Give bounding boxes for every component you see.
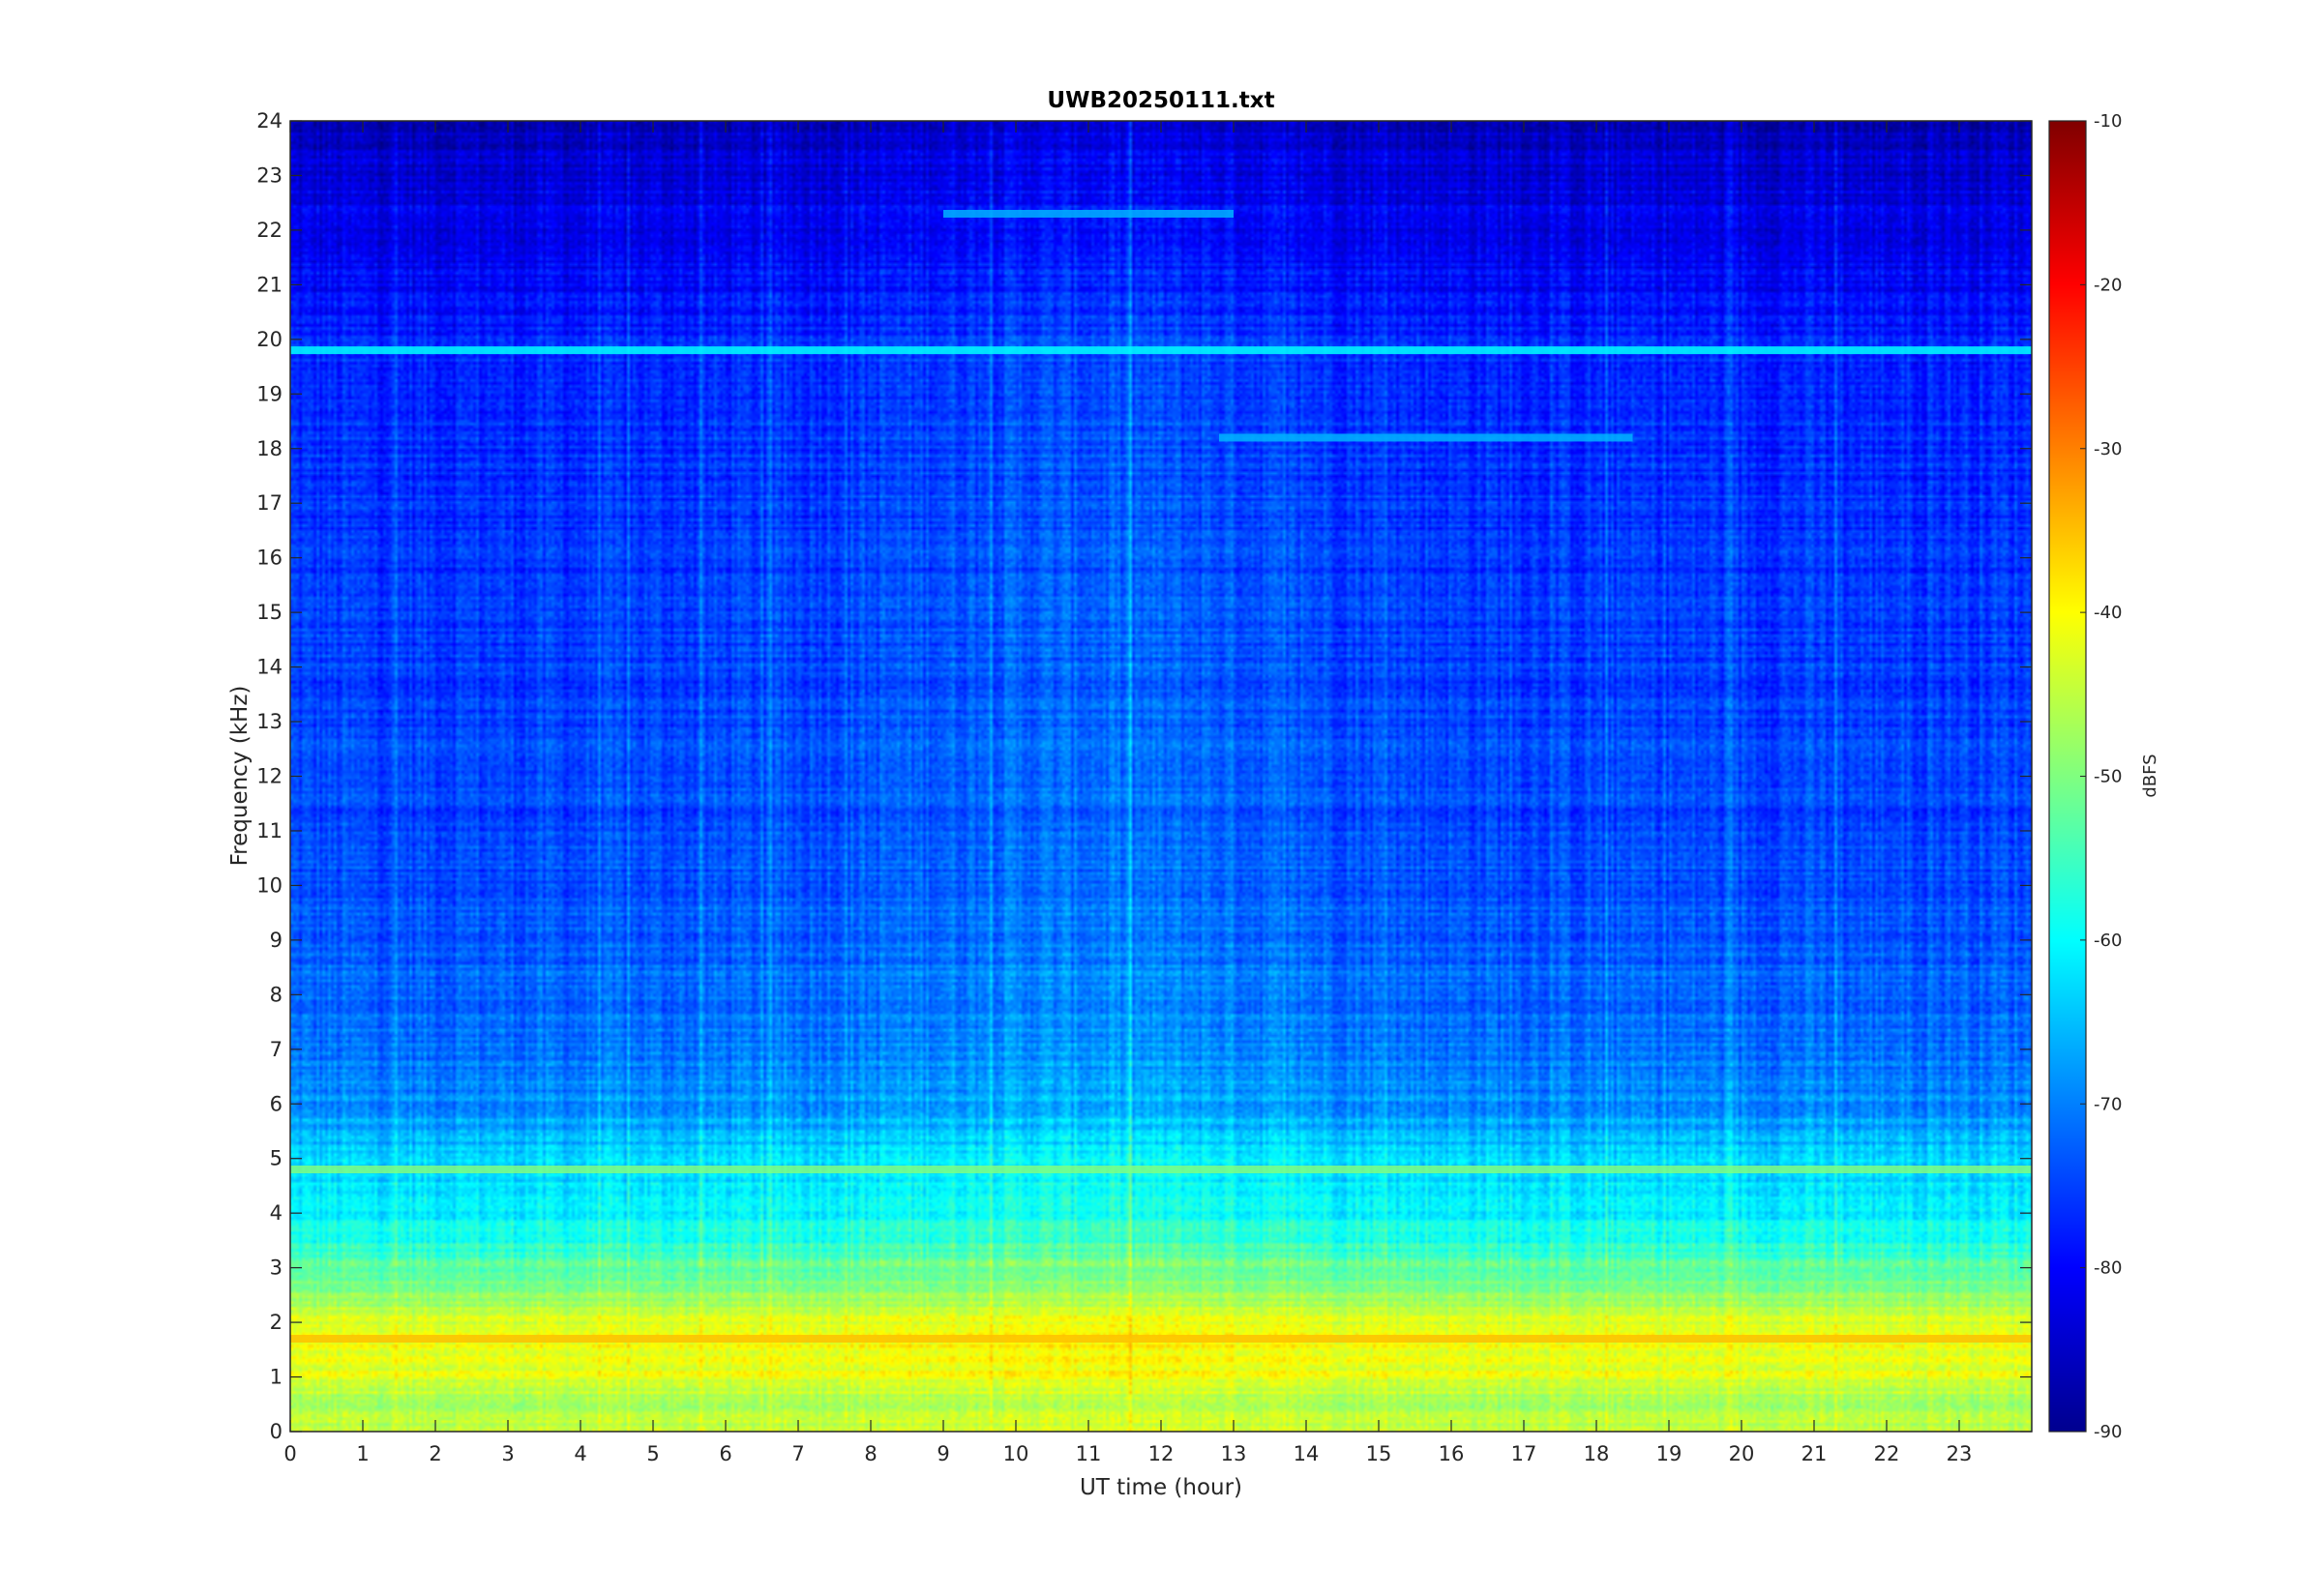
colorbar-tick-label: -40 xyxy=(2094,603,2122,623)
colorbar-tick-label: -10 xyxy=(2094,111,2122,132)
colorbar xyxy=(2048,120,2087,1433)
y-tick-label: 18 xyxy=(256,437,283,460)
y-tick-label: 7 xyxy=(270,1038,283,1061)
y-tick-label: 5 xyxy=(270,1147,283,1170)
y-tick-label: 10 xyxy=(256,873,283,897)
colorbar-tick-label: -30 xyxy=(2094,439,2122,459)
spectrogram-lines xyxy=(290,209,2032,1344)
x-tick-label: 8 xyxy=(864,1442,877,1465)
x-tick-label: 14 xyxy=(1294,1442,1320,1465)
narrowband-line xyxy=(290,346,2032,355)
x-tick-label: 22 xyxy=(1874,1442,1900,1465)
narrowband-line xyxy=(943,209,1234,218)
x-tick-label: 17 xyxy=(1511,1442,1537,1465)
y-tick-label: 9 xyxy=(270,929,283,952)
y-tick-label: 2 xyxy=(270,1311,283,1334)
x-tick-label: 19 xyxy=(1656,1442,1682,1465)
x-axis-label: UT time (hour) xyxy=(1080,1475,1242,1500)
x-tick-label: 0 xyxy=(283,1442,296,1465)
x-tick-label: 12 xyxy=(1148,1442,1175,1465)
x-tick-label: 15 xyxy=(1366,1442,1392,1465)
y-tick-label: 11 xyxy=(256,819,283,842)
chart-title: UWB20250111.txt xyxy=(1047,88,1274,113)
y-tick-label: 6 xyxy=(270,1092,283,1115)
y-tick-label: 24 xyxy=(256,109,283,133)
x-tick-label: 10 xyxy=(1003,1442,1029,1465)
colorbar-tick-label: -60 xyxy=(2094,931,2122,951)
x-tick-label: 18 xyxy=(1584,1442,1610,1465)
y-tick-label: 3 xyxy=(270,1256,283,1280)
y-tick-label: 15 xyxy=(256,601,283,624)
colorbar-tick-label: -90 xyxy=(2094,1422,2122,1442)
colorbar-tick-label: -50 xyxy=(2094,767,2122,787)
narrowband-line xyxy=(290,1166,2032,1173)
y-tick-label: 23 xyxy=(256,163,283,187)
y-tick-label: 17 xyxy=(256,491,283,515)
y-tick-label: 22 xyxy=(256,219,283,242)
x-tick-label: 1 xyxy=(356,1442,369,1465)
narrowband-line xyxy=(290,1335,2032,1344)
y-tick-label: 13 xyxy=(256,710,283,733)
spectrogram-heatmap xyxy=(290,121,2032,1432)
colorbar-ticks: -10 -20 -30 -40 -50 -60 -70 -80 -90 xyxy=(2080,111,2122,1442)
x-tick-label: 7 xyxy=(791,1442,804,1465)
y-tick-label: 14 xyxy=(256,656,283,679)
y-axis-label: Frequency (kHz) xyxy=(227,686,253,867)
y-tick-label: 4 xyxy=(270,1201,283,1225)
x-tick-label: 4 xyxy=(574,1442,586,1465)
x-tick-label: 13 xyxy=(1221,1442,1247,1465)
x-tick-label: 16 xyxy=(1439,1442,1465,1465)
y-tick-label: 20 xyxy=(256,328,283,351)
x-tick-label: 23 xyxy=(1947,1442,1973,1465)
x-tick-label: 2 xyxy=(429,1442,441,1465)
colorbar-label: dBFS xyxy=(2140,754,2160,797)
y-tick-label: 12 xyxy=(256,765,283,788)
x-tick-label: 9 xyxy=(937,1442,949,1465)
x-tick-label: 5 xyxy=(646,1442,659,1465)
y-tick-label: 16 xyxy=(256,547,283,570)
colorbar-tick-label: -80 xyxy=(2094,1258,2122,1279)
colorbar-tick-label: -20 xyxy=(2094,275,2122,295)
y-tick-label: 8 xyxy=(270,983,283,1006)
x-tick-label: 20 xyxy=(1729,1442,1755,1465)
x-tick-label: 21 xyxy=(1801,1442,1828,1465)
y-tick-label: 19 xyxy=(256,382,283,405)
y-tick-label: 21 xyxy=(256,273,283,296)
narrowband-line xyxy=(1219,433,1633,442)
y-tick-label: 0 xyxy=(270,1420,283,1443)
x-tick-label: 6 xyxy=(719,1442,731,1465)
x-tick-label: 11 xyxy=(1076,1442,1102,1465)
x-axis-ticks: 0 1 2 3 4 5 6 7 8 9 10 11 12 13 14 15 16 17 18 19 20 21 22 23 xyxy=(283,121,1972,1465)
x-tick-label: 3 xyxy=(501,1442,514,1465)
colorbar-tick-label: -70 xyxy=(2094,1094,2122,1114)
y-tick-label: 1 xyxy=(270,1366,283,1389)
